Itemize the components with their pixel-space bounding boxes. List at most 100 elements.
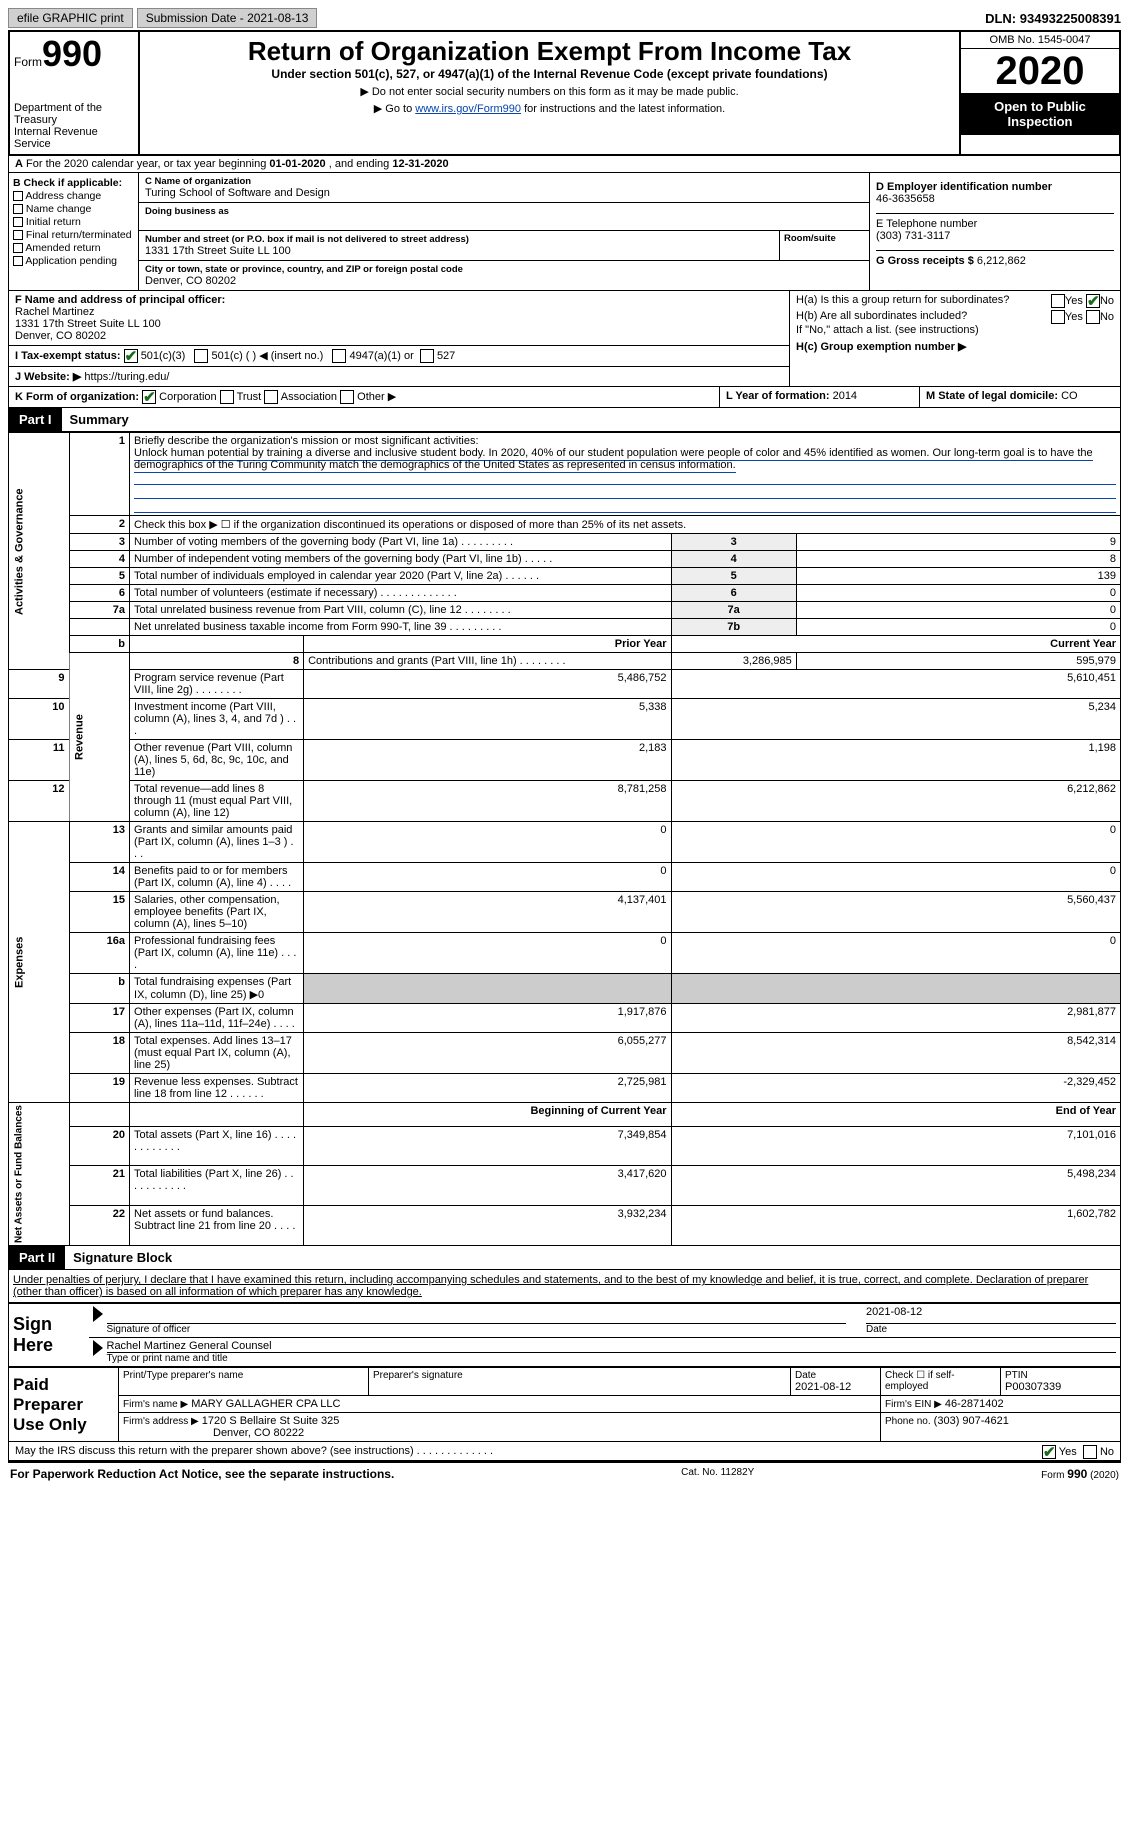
chk-corp[interactable] <box>142 390 156 404</box>
principal-addr1: 1331 17th Street Suite LL 100 <box>15 318 161 330</box>
gross-label: G Gross receipts $ <box>876 255 974 267</box>
line-15-cur: 5,560,437 <box>671 892 1120 933</box>
line-11-text: Other revenue (Part VIII, column (A), li… <box>130 740 304 781</box>
line-16a-prior: 0 <box>304 933 671 974</box>
chk-app-pending[interactable]: Application pending <box>13 255 134 267</box>
chk-initial-return[interactable]: Initial return <box>13 216 134 228</box>
line-17-prior: 1,917,876 <box>304 1004 671 1033</box>
city-value: Denver, CO 80202 <box>145 275 863 287</box>
line-19-text: Revenue less expenses. Subtract line 18 … <box>130 1074 304 1103</box>
q1-prompt: Briefly describe the organization's miss… <box>134 435 478 447</box>
line-22-text: Net assets or fund balances. Subtract li… <box>130 1206 304 1246</box>
may-irs-yes[interactable] <box>1042 1445 1056 1459</box>
gross-value: 6,212,862 <box>977 255 1026 267</box>
dept-treasury: Department of the Treasury <box>14 102 134 126</box>
line-4-val: 8 <box>796 551 1120 568</box>
line-20-text: Total assets (Part X, line 16) . . . . .… <box>130 1126 304 1166</box>
line-11-prior: 2,183 <box>304 740 671 781</box>
sig-date-label: Date <box>866 1324 1116 1335</box>
side-label-gov: Activities & Governance <box>9 433 70 670</box>
efile-button[interactable]: efile GRAPHIC print <box>8 8 133 28</box>
line-6-text: Total number of volunteers (estimate if … <box>130 585 672 602</box>
chk-501c[interactable] <box>194 349 208 363</box>
line-14-cur: 0 <box>671 863 1120 892</box>
form-title: Return of Organization Exempt From Incom… <box>148 36 951 67</box>
hc-row: H(c) Group exemption number ▶ <box>796 340 1114 353</box>
line-7a-text: Total unrelated business revenue from Pa… <box>130 602 672 619</box>
line-10-text: Investment income (Part VIII, column (A)… <box>130 699 304 740</box>
chk-trust[interactable] <box>220 390 234 404</box>
chk-final-return[interactable]: Final return/terminated <box>13 229 134 241</box>
prep-date: 2021-08-12 <box>795 1381 876 1393</box>
chk-501c3[interactable] <box>124 349 138 363</box>
part2-label: Part II <box>9 1246 65 1269</box>
addr-label: Number and street (or P.O. box if mail i… <box>145 234 773 245</box>
line-22-cur: 1,602,782 <box>671 1206 1120 1246</box>
line-20-cur: 7,101,016 <box>671 1126 1120 1166</box>
side-label-exp: Expenses <box>9 822 70 1103</box>
sign-here-label: Sign Here <box>9 1304 89 1367</box>
side-label-rev: Revenue <box>69 653 130 822</box>
line-6-val: 0 <box>796 585 1120 602</box>
preparer-sig-label: Preparer's signature <box>373 1370 786 1381</box>
ptin-value: P00307339 <box>1005 1381 1116 1393</box>
principal-name: Rachel Martinez <box>15 306 94 318</box>
line-13-prior: 0 <box>304 822 671 863</box>
part1-label: Part I <box>9 408 62 431</box>
paid-preparer-label: Paid Preparer Use Only <box>9 1368 119 1442</box>
line-18-text: Total expenses. Add lines 13–17 (must eq… <box>130 1033 304 1074</box>
line-10-cur: 5,234 <box>671 699 1120 740</box>
irs-link[interactable]: www.irs.gov/Form990 <box>415 103 521 115</box>
website-url: https://turing.edu/ <box>84 371 169 383</box>
may-irs-no[interactable] <box>1083 1445 1097 1459</box>
year-formation: 2014 <box>833 390 857 402</box>
line-3-text: Number of voting members of the governin… <box>130 534 672 551</box>
line-13-cur: 0 <box>671 822 1120 863</box>
firm-phone: (303) 907-4621 <box>934 1415 1009 1427</box>
line-21-prior: 3,417,620 <box>304 1166 671 1206</box>
form-word: Form <box>14 55 42 69</box>
line-16a-text: Professional fundraising fees (Part IX, … <box>130 933 304 974</box>
q1-body: Unlock human potential by training a div… <box>134 447 1093 473</box>
ein-value: 46-3635658 <box>876 193 935 205</box>
line-9-prior: 5,486,752 <box>304 670 671 699</box>
line-13-text: Grants and similar amounts paid (Part IX… <box>130 822 304 863</box>
firm-name: MARY GALLAGHER CPA LLC <box>191 1398 340 1410</box>
line-21-text: Total liabilities (Part X, line 26) . . … <box>130 1166 304 1206</box>
line-20-prior: 7,349,854 <box>304 1126 671 1166</box>
line-2-text: Check this box ▶ ☐ if the organization d… <box>130 516 1121 534</box>
phone-label: E Telephone number <box>876 218 977 230</box>
k-label: K Form of organization: <box>15 391 139 403</box>
firm-addr1: 1720 S Bellaire St Suite 325 <box>202 1415 340 1427</box>
line-8-prior: 3,286,985 <box>671 653 796 670</box>
sig-officer-label: Signature of officer <box>107 1324 847 1335</box>
line-12-text: Total revenue—add lines 8 through 11 (mu… <box>130 781 304 822</box>
line-16b-text: Total fundraising expenses (Part IX, col… <box>130 974 304 1004</box>
hb-no[interactable] <box>1086 310 1100 324</box>
line-16b-prior <box>304 974 671 1004</box>
hb-note: If "No," attach a list. (see instruction… <box>796 324 1114 336</box>
chk-4947[interactable] <box>332 349 346 363</box>
ha-no[interactable] <box>1086 294 1100 308</box>
line-7b-val: 0 <box>796 619 1120 636</box>
note-link: ▶ Go to www.irs.gov/Form990 for instruct… <box>148 102 951 115</box>
line-17-cur: 2,981,877 <box>671 1004 1120 1033</box>
chk-amended[interactable]: Amended return <box>13 242 134 254</box>
line-7a-val: 0 <box>796 602 1120 619</box>
ha-yes[interactable] <box>1051 294 1065 308</box>
principal-addr2: Denver, CO 80202 <box>15 330 106 342</box>
row-a-period: A For the 2020 calendar year, or tax yea… <box>8 156 1121 173</box>
chk-name-change[interactable]: Name change <box>13 203 134 215</box>
chk-527[interactable] <box>420 349 434 363</box>
org-name-label: C Name of organization <box>145 176 863 187</box>
hb-yes[interactable] <box>1051 310 1065 324</box>
end-year-header: End of Year <box>1056 1105 1116 1117</box>
submission-date-button[interactable]: Submission Date - 2021-08-13 <box>137 8 318 28</box>
chk-assoc[interactable] <box>264 390 278 404</box>
chk-other[interactable] <box>340 390 354 404</box>
col-b-header: B Check if applicable: <box>13 177 122 189</box>
tax-year: 2020 <box>961 49 1119 93</box>
line-8-cur: 595,979 <box>796 653 1120 670</box>
chk-address-change[interactable]: Address change <box>13 190 134 202</box>
line-16a-cur: 0 <box>671 933 1120 974</box>
